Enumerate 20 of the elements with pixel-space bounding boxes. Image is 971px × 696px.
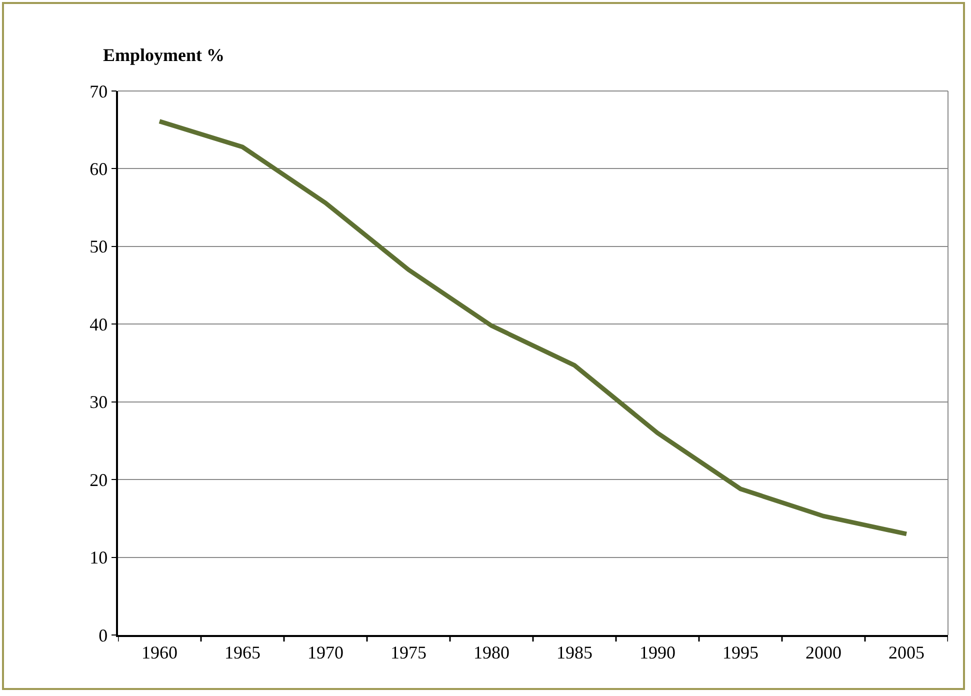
y-tick-label: 0 (98, 625, 108, 646)
y-tick-label: 70 (90, 81, 108, 102)
x-tick-label: 1985 (556, 642, 592, 662)
y-tick-label: 60 (90, 159, 108, 180)
x-tick-label: 1980 (474, 642, 510, 662)
x-tick-label: 1990 (640, 642, 676, 662)
y-axis-title: Employment % (103, 45, 224, 65)
y-tick-label: 20 (90, 470, 108, 490)
line-series (157, 119, 909, 536)
x-tick-label: 1995 (722, 642, 758, 662)
x-tick-label: 2005 (888, 642, 924, 662)
y-tick-label: 50 (90, 236, 108, 257)
y-tick-label: 10 (90, 548, 108, 568)
x-tick-label: 1970 (308, 642, 344, 662)
x-tick-label: 1960 (142, 642, 178, 662)
x-tick-label: 2000 (806, 642, 842, 662)
x-tick-label: 1965 (224, 642, 260, 662)
y-tick-label: 40 (90, 314, 108, 334)
x-tick-label: 1975 (390, 642, 426, 662)
y-tick-label: 30 (90, 392, 108, 412)
